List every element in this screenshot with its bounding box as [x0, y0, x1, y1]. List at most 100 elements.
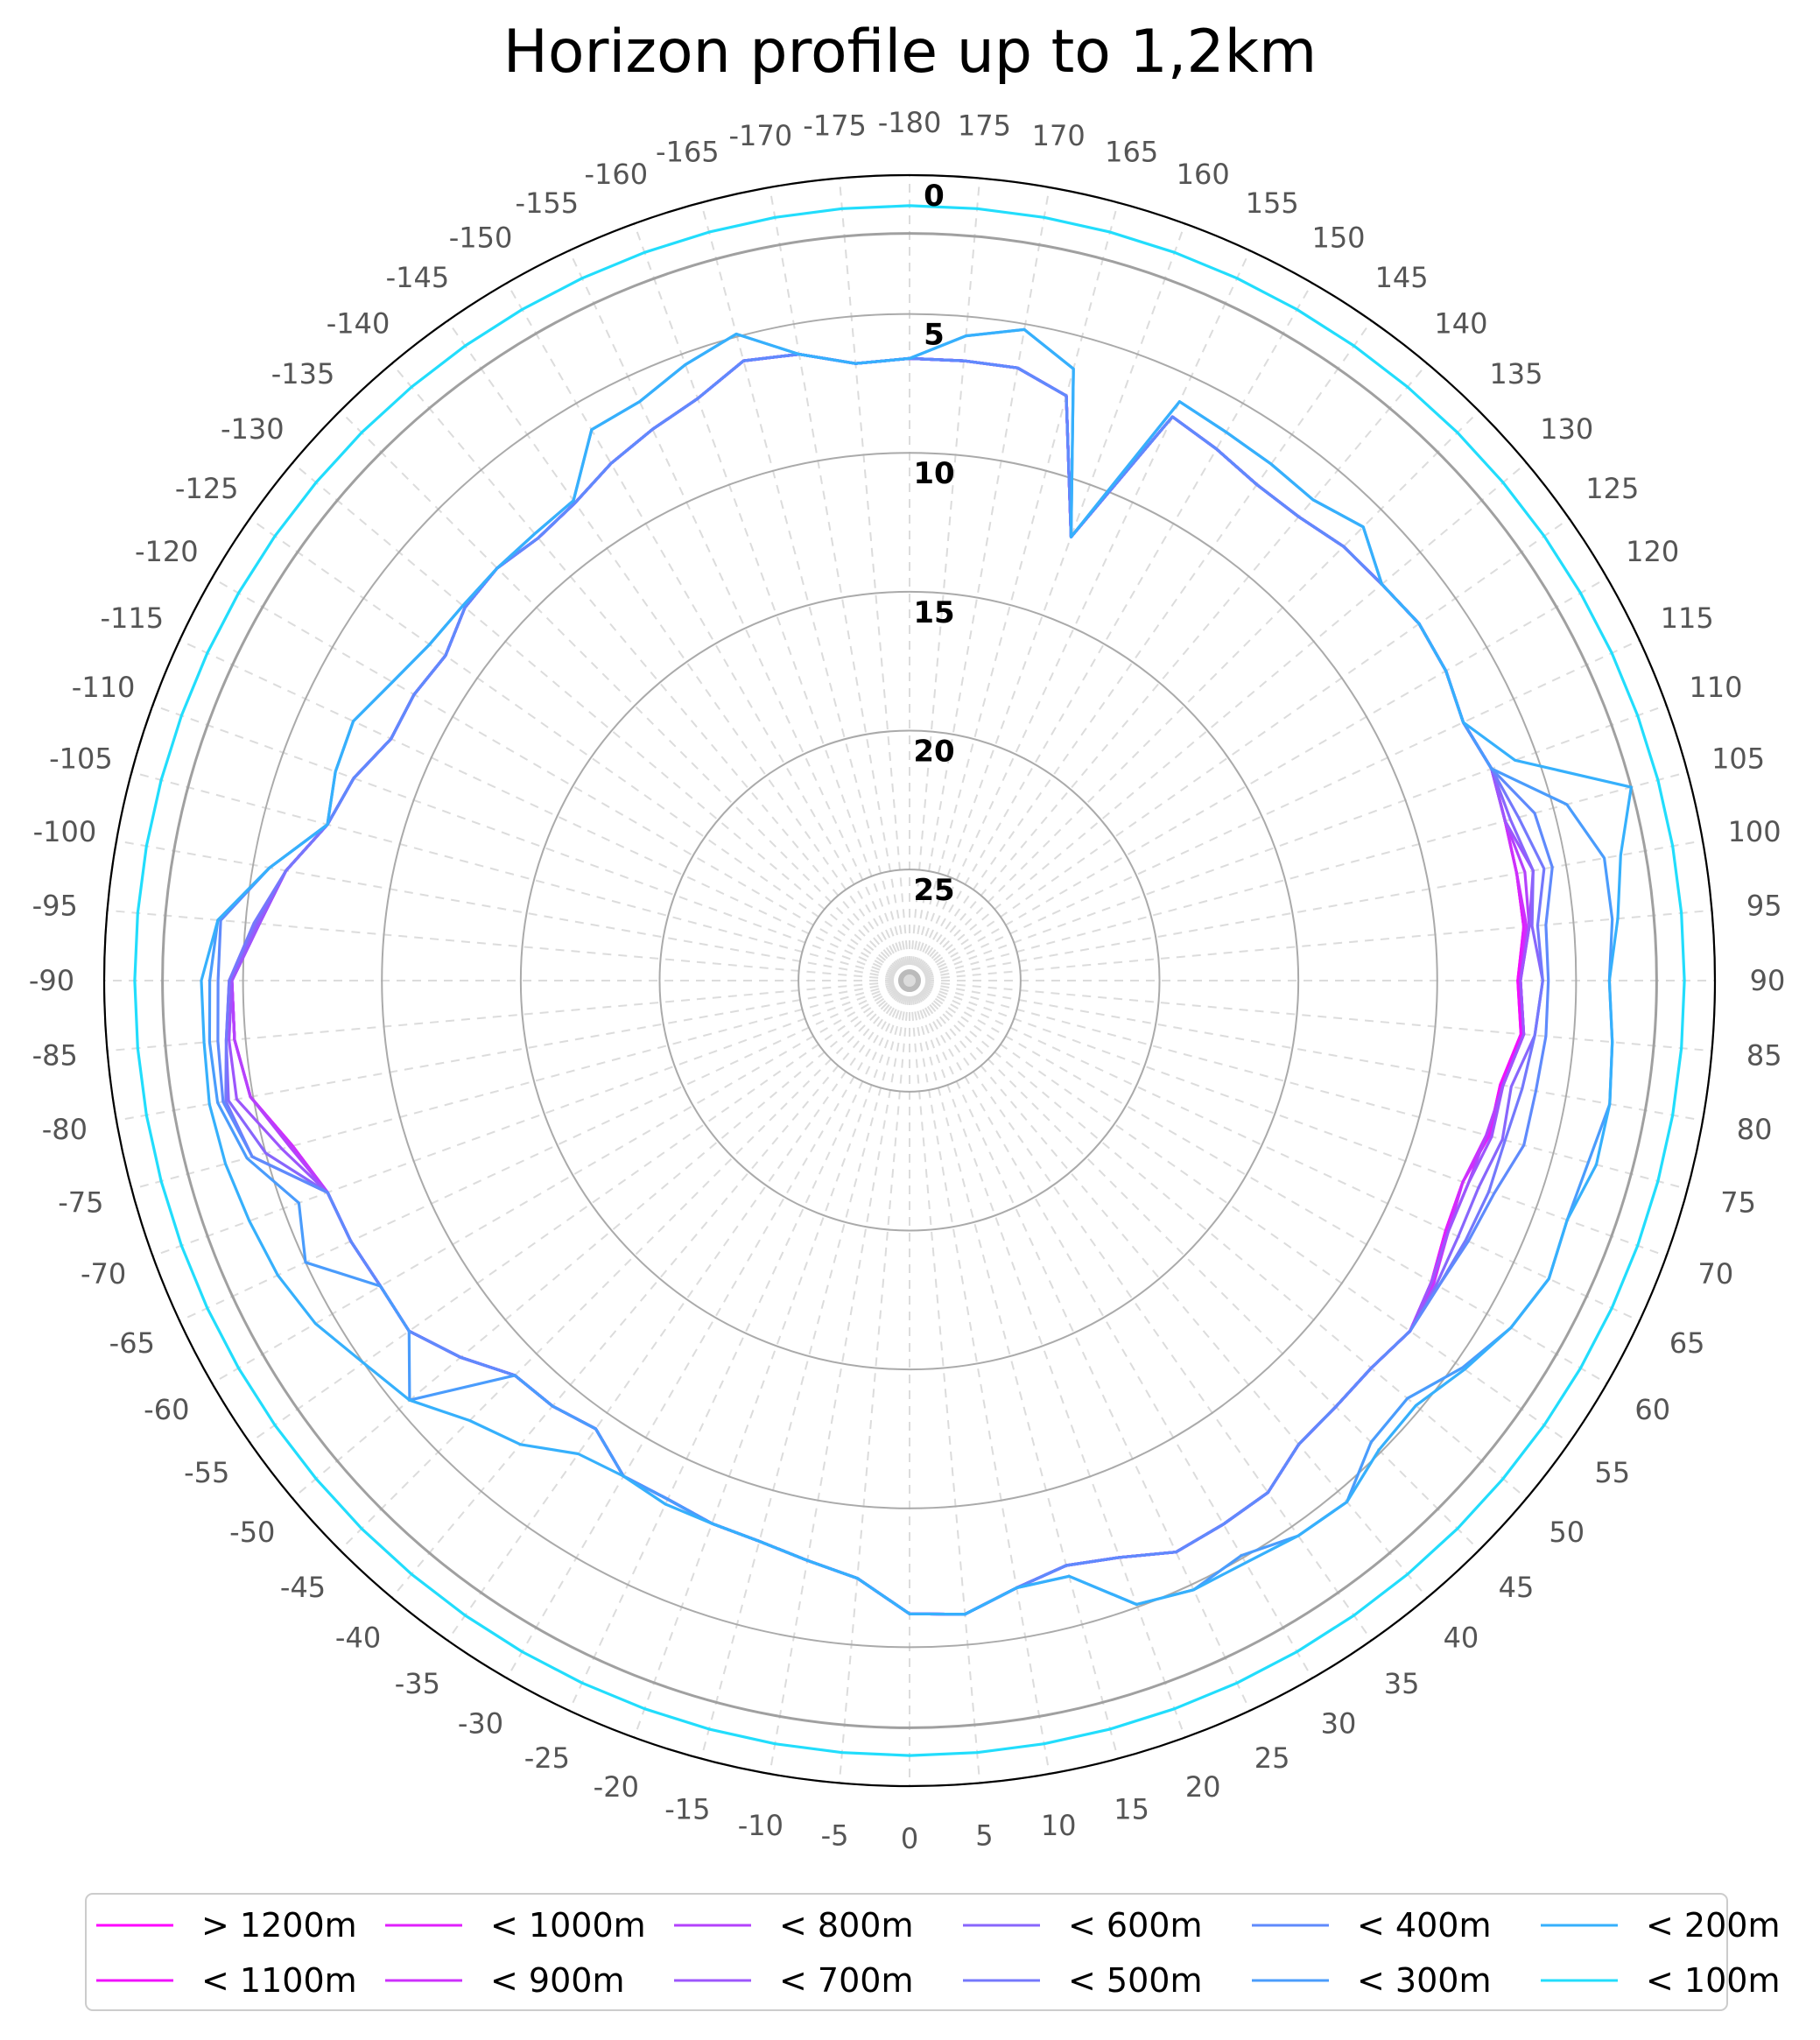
- grid-spoke: [909, 362, 1429, 981]
- legend-label: < 300m: [1357, 1961, 1491, 2000]
- grid-spoke: [909, 980, 981, 1783]
- grid-spoke: [446, 320, 910, 981]
- grid-spoke: [152, 980, 910, 1257]
- azimuth-label: 80: [1737, 1113, 1773, 1146]
- series-line-3: [230, 353, 1528, 1616]
- grid-ring: [381, 452, 1438, 1509]
- azimuth-label: -5: [821, 1818, 849, 1852]
- azimuth-label: 110: [1689, 671, 1742, 704]
- legend-label: < 400m: [1357, 1906, 1491, 1945]
- azimuth-label: 90: [1750, 964, 1786, 997]
- grid-ring: [242, 313, 1578, 1649]
- legend-label: < 500m: [1068, 1961, 1202, 2000]
- legend-label: < 1100m: [201, 1961, 357, 2000]
- grid-spoke: [838, 980, 910, 1783]
- azimuth-label: -115: [101, 601, 165, 635]
- azimuth-label: 155: [1246, 186, 1299, 220]
- azimuth-label: 65: [1669, 1326, 1705, 1360]
- grid-spoke: [909, 980, 1429, 1599]
- grid-spoke: [909, 980, 1120, 1759]
- azimuth-label: 145: [1375, 261, 1429, 294]
- series-line-6: [224, 353, 1544, 1616]
- azimuth-label: -170: [729, 119, 793, 152]
- grid-spoke: [179, 980, 910, 1322]
- legend-label: < 800m: [779, 1906, 913, 1945]
- azimuth-label: 75: [1720, 1186, 1756, 1220]
- grid-spoke: [633, 980, 910, 1738]
- grid-spoke: [909, 980, 1313, 1679]
- azimuth-label: 45: [1499, 1571, 1535, 1604]
- grid-spoke: [699, 980, 910, 1759]
- azimuth-label: -150: [449, 221, 513, 254]
- grid-ring: [798, 869, 1022, 1093]
- grid-spoke: [909, 320, 1373, 981]
- legend-label: < 600m: [1068, 1906, 1202, 1945]
- grid-spoke: [107, 980, 910, 1052]
- grid-spoke: [909, 980, 1051, 1775]
- grid-spoke: [116, 840, 910, 981]
- azimuth-tick-labels: -180-175-170-165-160-155-150-145-140-135…: [29, 106, 1785, 1855]
- azimuth-label: -30: [458, 1707, 503, 1741]
- azimuth-label: 175: [958, 109, 1011, 143]
- azimuth-label: -40: [335, 1621, 381, 1655]
- azimuth-label: -75: [58, 1186, 103, 1220]
- azimuth-label: -45: [280, 1571, 326, 1604]
- azimuth-label: -145: [386, 261, 450, 294]
- radial-label: 25: [913, 873, 954, 908]
- azimuth-label: 140: [1434, 306, 1487, 340]
- grid-spoke: [909, 980, 1712, 1052]
- legend-label: < 700m: [779, 1961, 913, 2000]
- azimuth-label: -80: [42, 1113, 88, 1146]
- azimuth-label: 130: [1540, 412, 1593, 446]
- azimuth-label: -85: [32, 1038, 78, 1072]
- azimuth-label: 40: [1444, 1621, 1479, 1655]
- azimuth-label: 70: [1698, 1257, 1734, 1291]
- grid-spoke: [909, 770, 1688, 981]
- grid-spoke: [909, 639, 1641, 981]
- azimuth-label: 30: [1321, 1707, 1357, 1741]
- azimuth-label: 150: [1311, 221, 1365, 254]
- azimuth-label: 35: [1384, 1667, 1420, 1700]
- center-ring: [898, 969, 921, 992]
- series-line-8: [216, 353, 1554, 1616]
- series-line-11: [133, 204, 1686, 1757]
- azimuth-label: -65: [109, 1326, 155, 1360]
- grid-spoke: [909, 980, 1641, 1322]
- azimuth-label: -160: [585, 158, 649, 191]
- grid-spoke: [446, 980, 910, 1642]
- grid-spoke: [249, 517, 910, 981]
- grid-spoke: [568, 980, 910, 1712]
- grid-spoke: [769, 186, 910, 981]
- azimuth-label: -120: [135, 535, 199, 568]
- azimuth-label: -25: [524, 1741, 570, 1775]
- legend-label: < 900m: [490, 1961, 624, 2000]
- grid-spoke: [909, 461, 1528, 981]
- grid-spoke: [179, 639, 910, 981]
- azimuth-label: -180: [878, 106, 942, 139]
- grid-spoke: [909, 517, 1571, 981]
- azimuth-label: 160: [1177, 158, 1230, 191]
- grid-spoke: [909, 980, 1251, 1712]
- grid-spoke: [909, 704, 1667, 981]
- radial-label: 10: [913, 456, 954, 491]
- chart-title: Horizon profile up to 1,2km: [503, 18, 1318, 87]
- grid-spoke: [116, 980, 910, 1122]
- azimuth-label: 15: [1114, 1793, 1149, 1826]
- grid-spoke: [909, 980, 1608, 1384]
- legend-label: < 200m: [1646, 1906, 1780, 1945]
- azimuth-label: -105: [49, 742, 113, 775]
- grid-spoke: [769, 980, 910, 1775]
- legend: > 1200m < 1100m < 1000m < 900m < 800m < 700m <…: [85, 1893, 1780, 2011]
- azimuth-label: 5: [975, 1818, 993, 1852]
- grid-spoke: [909, 909, 1712, 981]
- series-line-4: [230, 353, 1531, 1616]
- grid-spoke: [909, 980, 1480, 1551]
- grid-spoke: [152, 704, 910, 981]
- grid-spoke: [909, 202, 1120, 981]
- azimuth-label: 60: [1634, 1393, 1670, 1426]
- azimuth-label: 0: [901, 1822, 918, 1855]
- grid-spoke: [568, 250, 910, 981]
- azimuth-label: -125: [175, 472, 239, 505]
- azimuth-label: -95: [32, 890, 78, 923]
